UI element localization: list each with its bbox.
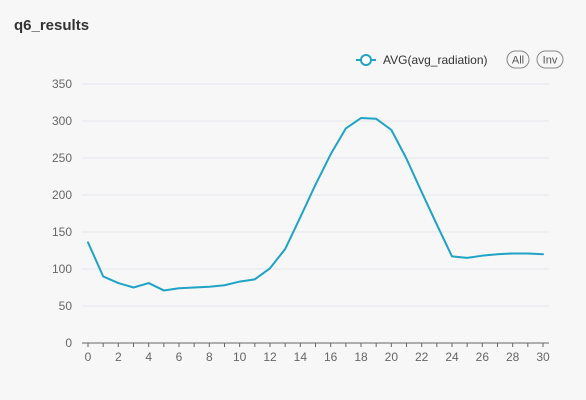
y-tick-label: 350 [52, 77, 72, 91]
y-tick-label: 250 [52, 151, 72, 165]
chart-title: q6_results [14, 17, 90, 34]
x-tick-label: 18 [354, 350, 368, 364]
y-tick-label: 150 [52, 225, 72, 239]
x-tick-label: 0 [85, 350, 92, 364]
legend[interactable]: AVG(avg_radiation) [356, 53, 488, 67]
series-layer [87, 117, 544, 292]
x-tick-label: 22 [415, 350, 429, 364]
y-tick-label: 50 [59, 299, 73, 313]
y-tick-label: 0 [65, 336, 72, 350]
x-axis: 0 2 4 6 8 10 12 14 16 18 20 22 24 26 28 30 [82, 342, 550, 364]
x-tick-label: 12 [263, 350, 277, 364]
legend-series-label[interactable]: AVG(avg_radiation) [383, 53, 488, 67]
y-tick-label: 300 [52, 114, 72, 128]
x-tick-label: 20 [385, 350, 399, 364]
x-tick-label: 16 [324, 350, 338, 364]
series-line [87, 117, 544, 292]
x-tick-label: 24 [445, 350, 459, 364]
select-all-button[interactable]: All [506, 50, 530, 69]
y-axis: 0 50 100 150 200 250 300 350 [52, 77, 72, 350]
x-tick-label: 4 [145, 350, 152, 364]
y-tick-label: 200 [52, 188, 72, 202]
legend-marker-icon [360, 54, 372, 66]
y-tick-label: 100 [52, 262, 72, 276]
x-tick-label: 2 [115, 350, 122, 364]
grid-lines [82, 83, 549, 307]
x-tick-label: 14 [294, 350, 308, 364]
x-tick-label: 30 [536, 350, 550, 364]
invert-selection-label: Inv [543, 55, 558, 67]
x-tick-label: 8 [206, 350, 213, 364]
invert-selection-button[interactable]: Inv [536, 50, 564, 69]
x-tick-label: 10 [233, 350, 247, 364]
x-tick-label: 26 [476, 350, 490, 364]
select-all-label: All [512, 55, 524, 67]
x-tick-label: 28 [506, 350, 520, 364]
x-tick-label: 6 [176, 350, 183, 364]
